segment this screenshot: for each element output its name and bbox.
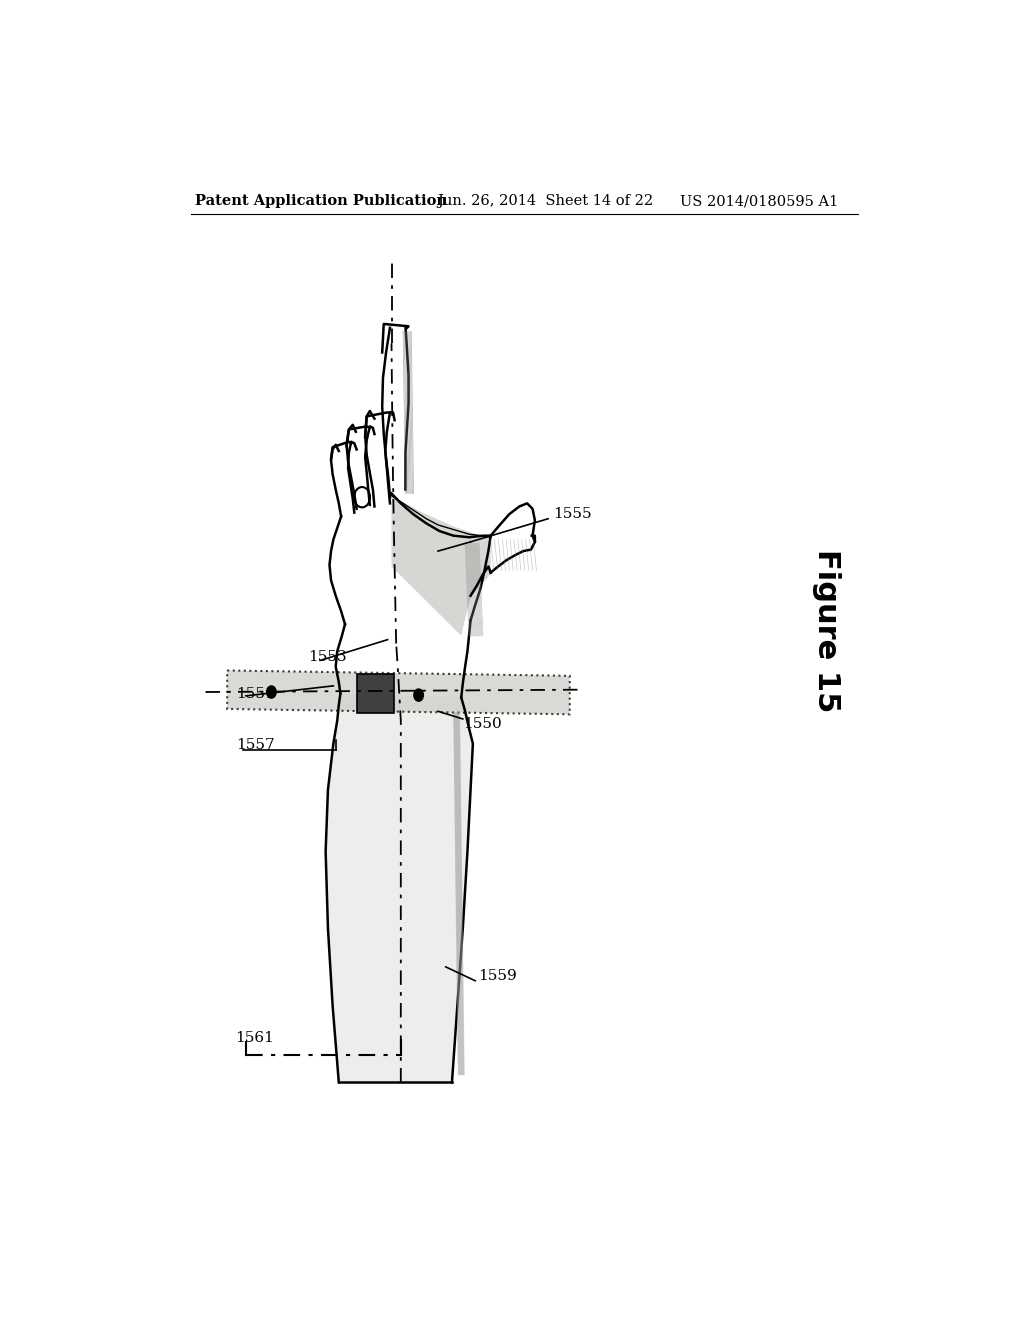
- Polygon shape: [227, 671, 569, 714]
- Text: Jun. 26, 2014  Sheet 14 of 22: Jun. 26, 2014 Sheet 14 of 22: [437, 194, 653, 209]
- Text: US 2014/0180595 A1: US 2014/0180595 A1: [680, 194, 838, 209]
- Polygon shape: [326, 693, 473, 1082]
- Bar: [356, 675, 394, 713]
- Circle shape: [266, 686, 276, 698]
- Text: 1555: 1555: [553, 507, 591, 521]
- Text: 1557: 1557: [237, 738, 275, 752]
- Polygon shape: [391, 496, 490, 636]
- Text: 1553: 1553: [308, 651, 346, 664]
- Circle shape: [414, 689, 423, 701]
- Text: 1559: 1559: [478, 969, 517, 983]
- Text: 1561: 1561: [234, 1031, 273, 1044]
- Text: 1551: 1551: [237, 686, 275, 701]
- Text: Figure 15: Figure 15: [812, 549, 841, 713]
- Text: Patent Application Publication: Patent Application Publication: [196, 194, 447, 209]
- Text: 1550: 1550: [463, 717, 502, 731]
